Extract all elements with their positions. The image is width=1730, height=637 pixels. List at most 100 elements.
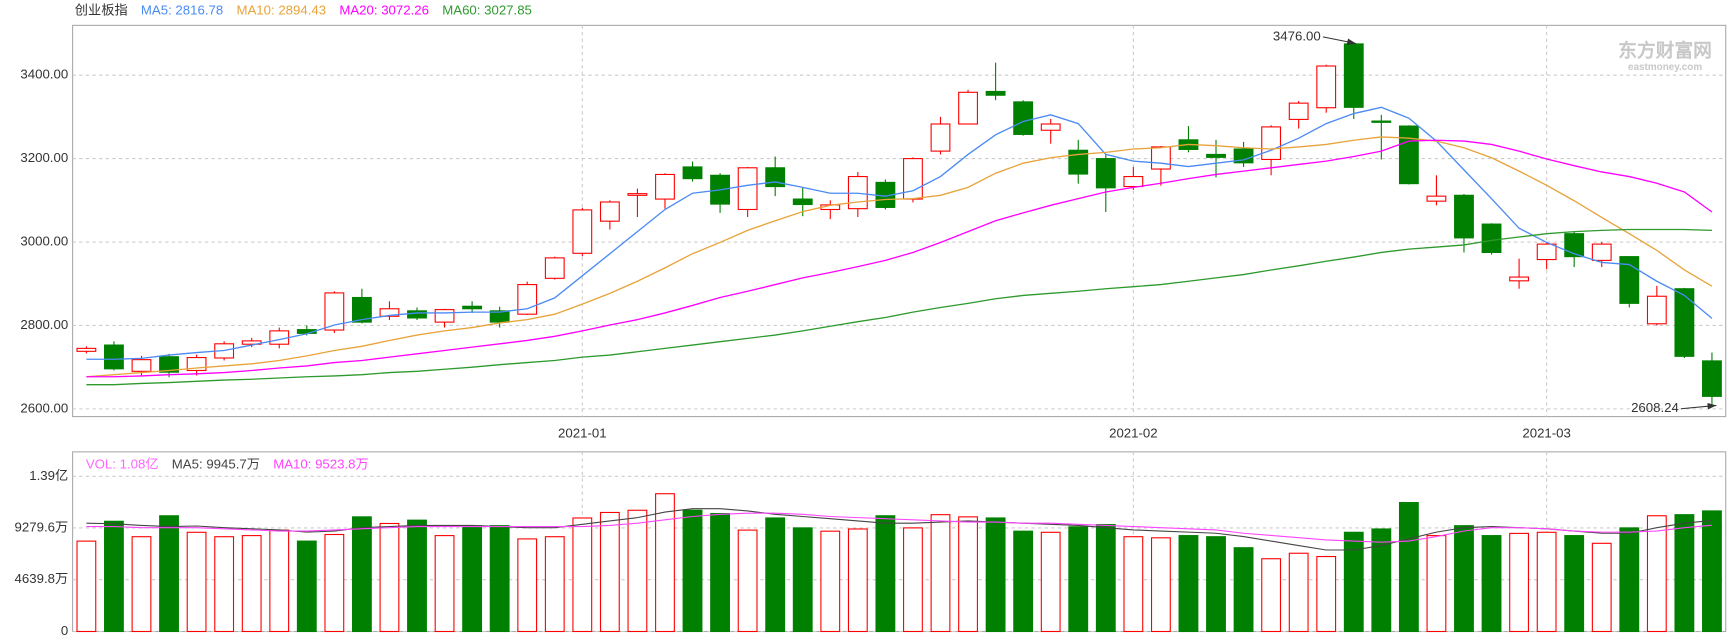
candle-body [1150, 146, 1171, 170]
y-tick-label: 0 [61, 623, 68, 637]
ma-line [86, 106, 1713, 360]
volume-bar [627, 509, 648, 633]
volume-bar [214, 536, 235, 633]
candle-body [903, 158, 923, 200]
y-tick-label: 2800.00 [20, 317, 68, 332]
candle-body [1454, 194, 1474, 239]
candle-body [434, 309, 455, 323]
candle-body [1536, 243, 1557, 261]
candle-body [1481, 223, 1502, 254]
annotation-arrow [1681, 402, 1717, 410]
volume-bar [1371, 528, 1392, 633]
y-tick-label: 2600.00 [20, 400, 68, 415]
legend-entry: MA60: 3027.85 [442, 3, 532, 18]
candle-body [1206, 153, 1226, 158]
volume-bar [1646, 515, 1667, 633]
candle-body [1674, 288, 1695, 357]
candle-body [792, 198, 813, 206]
candle-body [1426, 195, 1447, 202]
volume-bar [792, 527, 813, 633]
volume-bar [269, 529, 290, 633]
candle-body [1343, 43, 1364, 108]
volume-bar [1150, 537, 1171, 633]
candle-body [1068, 149, 1089, 175]
candle-body [737, 167, 758, 211]
volume-bar [1288, 552, 1309, 633]
volume-bar [985, 517, 1006, 633]
candle-body [765, 167, 786, 188]
legend-entry: MA5: 9945.7万 [172, 457, 260, 472]
candle-body [655, 173, 675, 200]
candle-body [131, 359, 152, 372]
volume-bar [1702, 510, 1722, 633]
volume-bar [820, 530, 841, 633]
y-tick-label: 3400.00 [20, 67, 68, 82]
volume-bar [1206, 536, 1226, 633]
ma-line [86, 139, 1713, 378]
legend-entry: VOL: 1.08亿 [86, 457, 159, 472]
candle-body [489, 310, 510, 323]
legend-entry: MA5: 2816.78 [141, 3, 223, 18]
volume-bar [186, 531, 207, 633]
candle-body [1040, 123, 1061, 131]
y-tick-label: 3000.00 [20, 234, 68, 249]
candle-body [269, 330, 290, 345]
volume-bar [1564, 535, 1585, 633]
candle-body [1564, 233, 1585, 258]
volume-bar [1233, 547, 1254, 633]
candle-body [1371, 120, 1392, 123]
legend-entry: MA10: 2894.43 [236, 3, 326, 18]
volume-bar [682, 509, 703, 633]
candle-body [930, 123, 951, 152]
volume-ma-line [86, 508, 1713, 551]
volume-bar [958, 516, 978, 633]
candle-body [104, 344, 124, 370]
volume-bar [572, 517, 593, 633]
volume-bar [930, 514, 951, 633]
candle-body [76, 347, 97, 352]
candle-body [351, 296, 372, 323]
volume-bar [847, 528, 868, 633]
candle-body [324, 292, 345, 331]
legend-title: 创业板指 [75, 3, 128, 18]
volume-bar [296, 540, 317, 633]
candle-body [1095, 158, 1116, 189]
x-tick-label: 2021-01 [558, 426, 607, 441]
candle-body [572, 209, 593, 254]
candle-body [407, 310, 427, 319]
volume-bar [131, 536, 152, 633]
volume-bar [1040, 531, 1061, 633]
candle-body [1316, 65, 1337, 109]
volume-bar [76, 540, 97, 633]
volume-bar [1619, 527, 1640, 633]
volume-bar [710, 513, 730, 633]
candle-body [544, 257, 565, 279]
volume-bar [1481, 535, 1502, 633]
volume-bar [1426, 535, 1447, 633]
y-tick-label: 3200.00 [20, 150, 68, 165]
x-tick-label: 2021-03 [1522, 426, 1571, 441]
candle-body [159, 356, 179, 373]
legend-entry: MA20: 3072.26 [339, 3, 429, 18]
candle-body [1013, 101, 1034, 135]
candle-body [682, 166, 703, 180]
candle-body [1398, 125, 1419, 185]
candle-body [1233, 148, 1254, 164]
annotation-label: 3476.00 [1273, 28, 1321, 43]
watermark-url: eastmoney.com [1628, 62, 1702, 73]
volume-bar [489, 525, 510, 633]
ma-line [86, 228, 1712, 386]
volume-bar [159, 515, 179, 633]
volume-bar [379, 522, 400, 633]
candle-body [379, 308, 400, 317]
candle-body [1509, 276, 1530, 282]
annotation-label: 2608.24 [1631, 400, 1679, 415]
volume-bar [737, 529, 758, 633]
volume-bar [903, 527, 923, 633]
volume-bar [407, 519, 427, 633]
candle-body [1123, 175, 1144, 188]
volume-frame [72, 451, 1727, 633]
volume-bar [517, 538, 538, 633]
ma-line [86, 136, 1713, 378]
